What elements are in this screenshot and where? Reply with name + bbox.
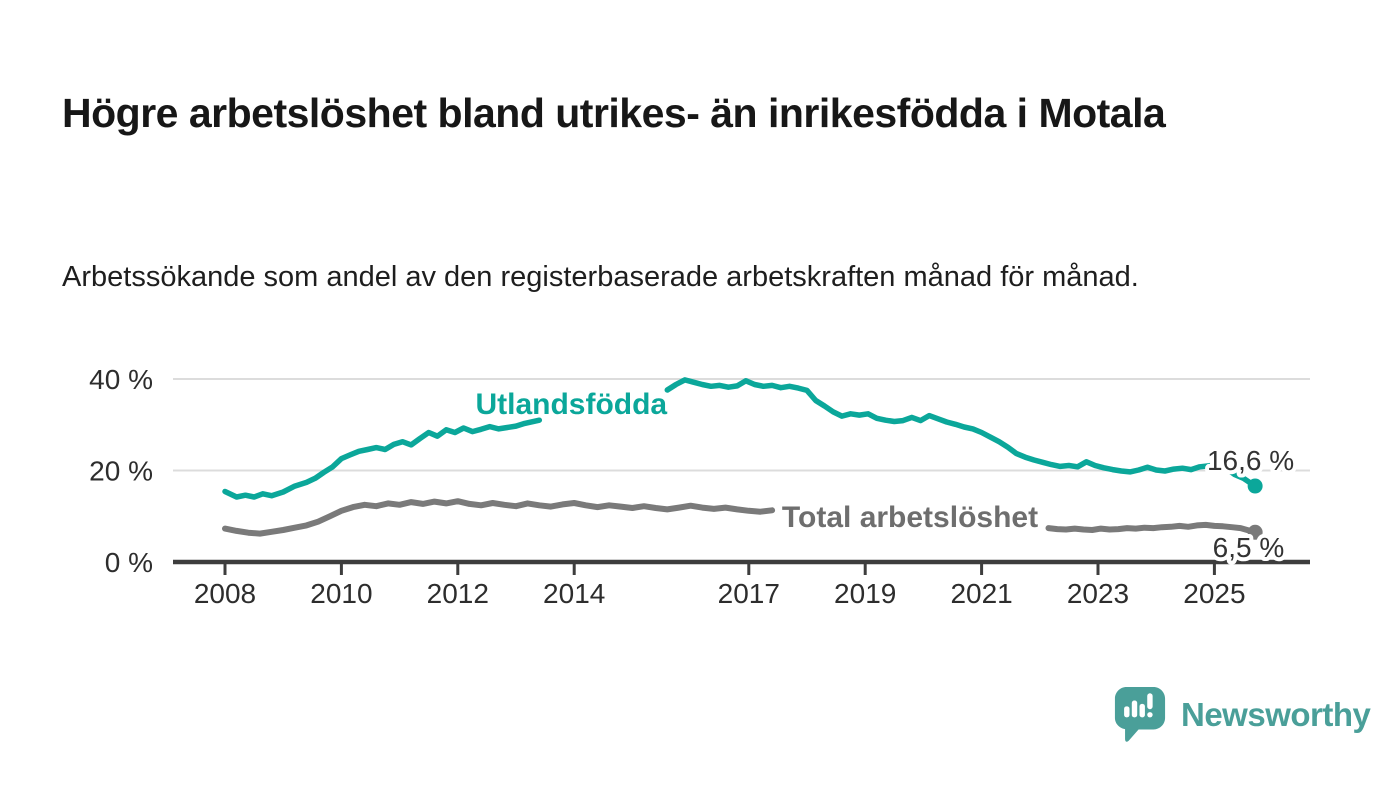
total-arbetsl-shet-series-label: Total arbetslöshet xyxy=(782,501,1038,534)
utlandsf-dda-end-dot xyxy=(1247,478,1263,494)
x-tick-label: 2014 xyxy=(543,578,605,609)
total-arbetsl-shet-line-segment-0 xyxy=(222,498,776,537)
x-tick-label: 2021 xyxy=(950,578,1012,609)
logo-bar-chart-glyph xyxy=(1124,693,1153,718)
utlandsf-dda-end-value-label: 16,6 % xyxy=(1207,445,1294,476)
x-tick-label: 2023 xyxy=(1067,578,1129,609)
x-tick-label: 2008 xyxy=(194,578,256,609)
page-title: Högre arbetslöshet bland utrikes- än inr… xyxy=(62,90,1166,137)
x-tick-label: 2010 xyxy=(310,578,372,609)
newsworthy-logo: Newsworthy xyxy=(1113,684,1371,746)
utlandsf-dda-line-segment-0 xyxy=(222,417,543,500)
total-arbetsl-shet-end-dot xyxy=(1247,524,1263,540)
x-tick-label: 2017 xyxy=(718,578,780,609)
x-tick-label: 2025 xyxy=(1183,578,1245,609)
total-arbetsl-shet-line-segment-1 xyxy=(1045,521,1259,536)
utlandsf-dda-series-label: Utlandsfödda xyxy=(475,388,667,421)
page-subtitle: Arbetssökande som andel av den registerb… xyxy=(62,261,1139,293)
newsworthy-logo-icon xyxy=(1114,687,1166,742)
y-tick-label: 0 % xyxy=(105,547,153,578)
x-tick-label: 2019 xyxy=(834,578,896,609)
x-tick-label: 2012 xyxy=(427,578,489,609)
newsworthy-wordmark: Newsworthy xyxy=(1181,696,1371,733)
y-tick-label: 40 % xyxy=(89,364,153,395)
utlandsf-dda-line-segment-1 xyxy=(664,377,1258,489)
y-tick-label: 20 % xyxy=(89,456,153,487)
total-arbetsl-shet-end-value-label: 6,5 % xyxy=(1213,532,1285,563)
